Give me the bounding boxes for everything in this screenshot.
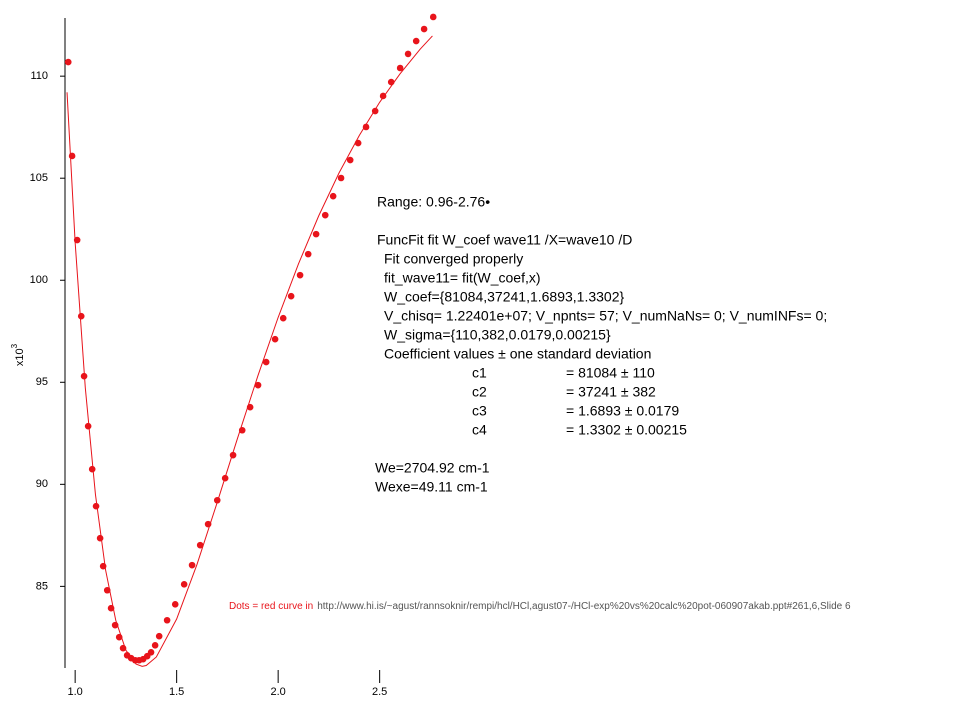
data-point	[147, 648, 155, 656]
data-point	[279, 314, 287, 322]
annotation-command: FuncFit fit W_coef wave11 /X=wave10 /D	[377, 232, 632, 248]
footnote-link: http://www.hi.is/~agust/rannsoknir/rempi…	[317, 601, 851, 612]
data-point	[196, 541, 204, 549]
y-tick-label: 110	[30, 70, 48, 82]
y-label-exponent: 3	[10, 343, 19, 348]
data-point	[329, 192, 337, 200]
y-tick-label: 100	[30, 274, 48, 286]
data-point	[412, 37, 420, 45]
result-line: Wexe=49.11 cm-1	[375, 479, 488, 495]
data-point	[171, 601, 179, 608]
data-point	[254, 381, 262, 389]
x-tick-label: 2.5	[372, 686, 387, 698]
data-point	[84, 422, 92, 430]
y-axis-label: x103	[10, 343, 26, 366]
data-point	[188, 561, 196, 569]
data-point	[77, 312, 85, 320]
y-tick-label: 95	[36, 376, 48, 388]
data-point	[420, 25, 428, 33]
coefficient-name: c1	[472, 365, 487, 381]
coefficient-name: c4	[472, 422, 487, 438]
data-point	[287, 292, 295, 300]
fit-curve	[66, 35, 433, 667]
data-point	[96, 534, 104, 542]
data-point	[346, 156, 354, 164]
data-point	[337, 174, 345, 182]
footnote: Dots = red curve in http://www.hi.is/~agu…	[229, 601, 851, 612]
data-point	[88, 465, 96, 473]
annotation-range: Range: 0.96-2.76•	[377, 194, 490, 210]
result-line: We=2704.92 cm-1	[375, 460, 490, 476]
annotation-line: V_chisq= 1.22401e+07; V_npnts= 57; V_num…	[384, 308, 827, 324]
data-point	[396, 64, 404, 72]
x-tick-label: 1.0	[68, 686, 83, 698]
data-point	[429, 13, 437, 21]
data-point	[304, 250, 312, 258]
data-point	[155, 632, 163, 640]
y-tick-label: 90	[36, 478, 48, 490]
y-tick-label: 105	[30, 172, 48, 184]
data-point	[163, 616, 171, 624]
coefficient-value: = 1.6893 ± 0.0179	[566, 403, 679, 419]
y-label-base: x10	[14, 348, 26, 366]
data-point	[312, 230, 320, 238]
footnote-text: Dots = red curve in	[229, 601, 313, 612]
data-point	[151, 642, 159, 649]
annotation-line: fit_wave11= fit(W_coef,x)	[384, 270, 541, 286]
data-point	[262, 358, 270, 366]
coefficient-value: = 81084 ± 110	[566, 365, 655, 381]
data-point	[68, 152, 76, 160]
x-tick-label: 2.0	[271, 686, 286, 698]
coefficient-value: = 1.3302 ± 0.00215	[566, 422, 687, 438]
data-point	[362, 123, 370, 131]
y-tick-label: 85	[36, 580, 48, 592]
annotation-line: Fit converged properly	[384, 251, 523, 267]
coefficient-name: c3	[472, 403, 487, 419]
coefficient-value: = 37241 ± 382	[566, 384, 656, 400]
data-point	[404, 50, 412, 58]
annotation-line: W_sigma={110,382,0.0179,0.00215}	[384, 327, 611, 343]
annotation-line: Coefficient values ± one standard deviat…	[384, 346, 651, 362]
x-tick-label: 1.5	[169, 686, 184, 698]
data-point	[271, 335, 279, 343]
data-point	[64, 58, 72, 66]
data-point	[354, 139, 362, 147]
data-point	[321, 211, 329, 219]
data-point	[180, 581, 188, 588]
data-point	[92, 502, 100, 510]
coefficient-name: c2	[472, 384, 487, 400]
data-point	[296, 271, 304, 279]
annotation-line: W_coef={81084,37241,1.6893,1.3302}	[384, 289, 624, 305]
